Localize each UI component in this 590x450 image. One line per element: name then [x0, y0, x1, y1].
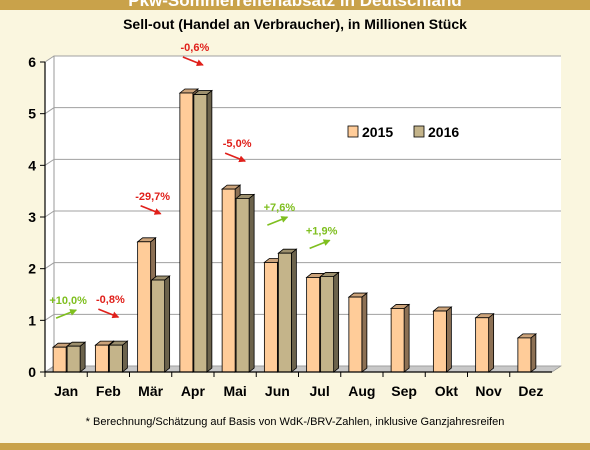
change-label-Feb: -0,8%: [96, 294, 125, 306]
x-tick-label: Apr: [181, 383, 206, 399]
bar-front: [390, 308, 405, 373]
top-banner: Pkw-Sommerreifenabsatz in Deutschland: [0, 0, 590, 10]
bar-front: [94, 344, 109, 373]
bar-2016-Mär: [150, 275, 171, 373]
bottom-banner: [0, 443, 590, 450]
bar-side: [488, 312, 495, 373]
y-tick-label: 6: [28, 54, 36, 70]
change-label-Jun: +7,6%: [264, 202, 296, 214]
chart-subtitle: Sell-out (Handel an Verbraucher), in Mil…: [123, 16, 467, 32]
bar-side: [79, 341, 86, 373]
bar-2015-Nov: [474, 312, 495, 373]
bar-2015-Aug: [347, 292, 369, 373]
y-axis: 0 1 2 3 4 5 6: [28, 54, 46, 380]
bar-2016-Mai: [234, 193, 256, 373]
legend: 2015 2016: [347, 124, 459, 140]
x-tick-label: Jan: [54, 383, 78, 399]
x-tick-label: Okt: [435, 383, 459, 399]
gridline: [44, 262, 561, 270]
page-title: Pkw-Sommerreifenabsatz in Deutschland: [128, 0, 462, 10]
x-tick-label: Nov: [475, 383, 502, 399]
bar-front: [320, 276, 335, 373]
change-arrow-Jul: [309, 239, 331, 250]
gridline: [44, 55, 561, 63]
x-tick-label: Mai: [223, 383, 246, 399]
bar-side: [333, 271, 340, 373]
bar-front: [221, 188, 236, 373]
bar-side: [445, 306, 452, 373]
legend-label-2015: 2015: [362, 124, 393, 140]
bar-side: [290, 248, 297, 373]
bar-front: [517, 337, 532, 373]
bar-front: [306, 277, 321, 373]
bar-chart: 0 1 2 3 4 5 6 Jan Feb Mär Apr Mai Jun Jul Aug Sep Okt No…: [28, 42, 562, 399]
bar-front: [432, 310, 447, 373]
change-arrow-Jun: [267, 216, 289, 226]
x-tick-label: Aug: [348, 383, 375, 399]
y-tick-label: 3: [28, 209, 36, 225]
x-tick-label: Mär: [138, 383, 163, 399]
bar-front: [137, 241, 152, 373]
legend-swatch-2016: [413, 125, 425, 138]
bar-side: [530, 333, 537, 373]
change-arrow-Feb: [98, 308, 120, 319]
y-tick-label: 0: [28, 364, 36, 380]
plot-area: [44, 56, 562, 373]
bar-front: [151, 279, 166, 373]
bar-2016-Jun: [277, 248, 298, 373]
bar-2015-Dez: [516, 333, 538, 373]
bar-2016-Feb: [108, 340, 129, 373]
bar-front: [475, 317, 490, 373]
bar-2016-Apr: [192, 89, 214, 373]
x-tick-label: Sep: [391, 383, 417, 399]
gridline: [44, 107, 561, 115]
change-label-Mär: -29,7%: [135, 191, 170, 203]
bar-front: [348, 296, 363, 373]
y-tick-label: 2: [28, 261, 36, 277]
plot-background-front: [45, 62, 552, 372]
change-label-Jul: +1,9%: [306, 225, 338, 237]
bar-2016-Jul: [319, 271, 340, 373]
x-tick-label: Dez: [518, 383, 543, 399]
bar-side: [206, 89, 213, 373]
change-arrow-Jan: [55, 309, 78, 319]
bar-front: [52, 346, 67, 373]
change-label-Apr: -0,6%: [181, 42, 210, 54]
x-tick-label: Jul: [310, 383, 330, 399]
bar-front: [277, 252, 292, 373]
bar-side: [121, 340, 128, 373]
y-tick-label: 1: [28, 312, 36, 328]
bar-front: [108, 344, 123, 373]
bar-2015-Okt: [432, 306, 453, 373]
footnote: * Berechnung/Schätzung auf Basis von WdK…: [85, 416, 505, 428]
change-arrow-Apr: [182, 56, 204, 67]
bar-side: [361, 292, 368, 373]
bar-side: [164, 275, 171, 373]
bars: [51, 88, 538, 373]
change-annotations: +10,0% -0,8% -29,7% -0,6% -5,0% +7,6% +1,9%: [49, 42, 338, 319]
change-arrow-Mai: [224, 152, 247, 163]
bar-2016-Jan: [65, 341, 87, 373]
bar-front: [235, 197, 250, 373]
y-tick-label: 4: [28, 157, 36, 173]
legend-swatch-2015: [347, 125, 359, 138]
bar-front: [179, 92, 194, 373]
x-tick-label: Feb: [96, 383, 121, 399]
bar-front: [193, 94, 208, 373]
bar-side: [248, 193, 255, 373]
bar-side: [403, 303, 410, 373]
change-label-Mai: -5,0%: [223, 138, 252, 150]
x-axis: Jan Feb Mär Apr Mai Jun Jul Aug Sep Okt Nov Dez: [44, 371, 552, 399]
x-tick-label: Jun: [265, 383, 290, 399]
y-tick-label: 5: [28, 106, 36, 122]
change-arrow-Mär: [140, 205, 162, 215]
legend-label-2016: 2016: [428, 124, 459, 140]
bar-2015-Sep: [389, 303, 411, 373]
bar-front: [263, 262, 278, 373]
bar-front: [66, 345, 81, 373]
change-label-Jan: +10,0%: [49, 295, 87, 307]
gridline: [44, 210, 561, 218]
gridline: [44, 158, 561, 166]
